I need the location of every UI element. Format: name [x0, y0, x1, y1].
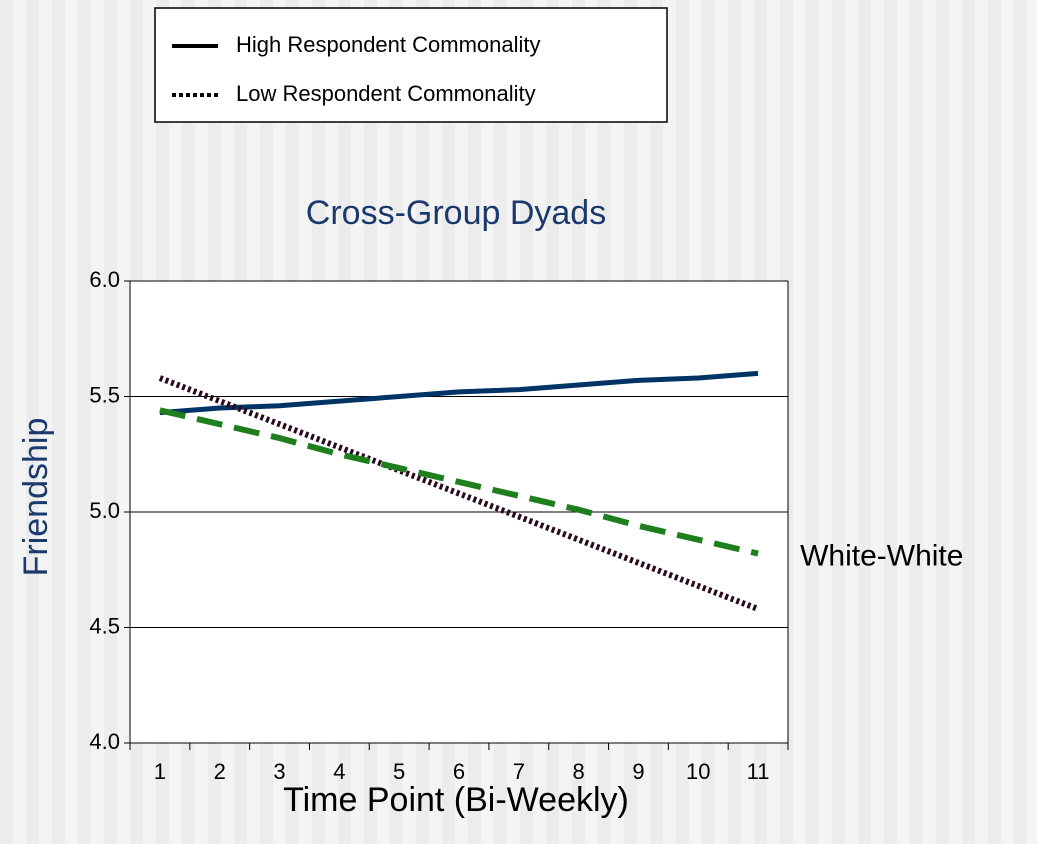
- x-tick-label: 3: [273, 759, 285, 784]
- legend-label: Low Respondent Commonality: [236, 81, 536, 106]
- y-tick-label: 5.0: [89, 498, 120, 523]
- y-tick-label: 4.0: [89, 729, 120, 754]
- series-line: [158, 375, 760, 612]
- series-annotation: White-White: [800, 540, 963, 573]
- x-tick-label: 1: [154, 759, 166, 784]
- x-tick-label: 10: [686, 759, 710, 784]
- x-tick-label: 11: [747, 759, 770, 784]
- x-tick-label: 6: [453, 759, 465, 784]
- x-tick-label: 5: [393, 759, 405, 784]
- x-tick-label: 2: [214, 759, 226, 784]
- y-tick-label: 6.0: [89, 267, 120, 292]
- x-tick-label: 9: [632, 759, 644, 784]
- y-axis-label: Friendship: [17, 418, 55, 577]
- y-tick-label: 5.5: [89, 382, 120, 407]
- legend-label: High Respondent Commonality: [236, 32, 541, 57]
- y-tick-label: 4.5: [89, 613, 120, 638]
- x-tick-label: 4: [333, 759, 345, 784]
- chart-title: Cross-Group Dyads: [306, 194, 606, 232]
- legend-box: [154, 7, 668, 123]
- x-axis-label: Time Point (Bi-Weekly): [283, 781, 629, 819]
- x-tick-label: 7: [513, 759, 525, 784]
- x-tick-label: 8: [573, 759, 585, 784]
- series-line: [159, 407, 759, 557]
- series-line: [159, 370, 759, 416]
